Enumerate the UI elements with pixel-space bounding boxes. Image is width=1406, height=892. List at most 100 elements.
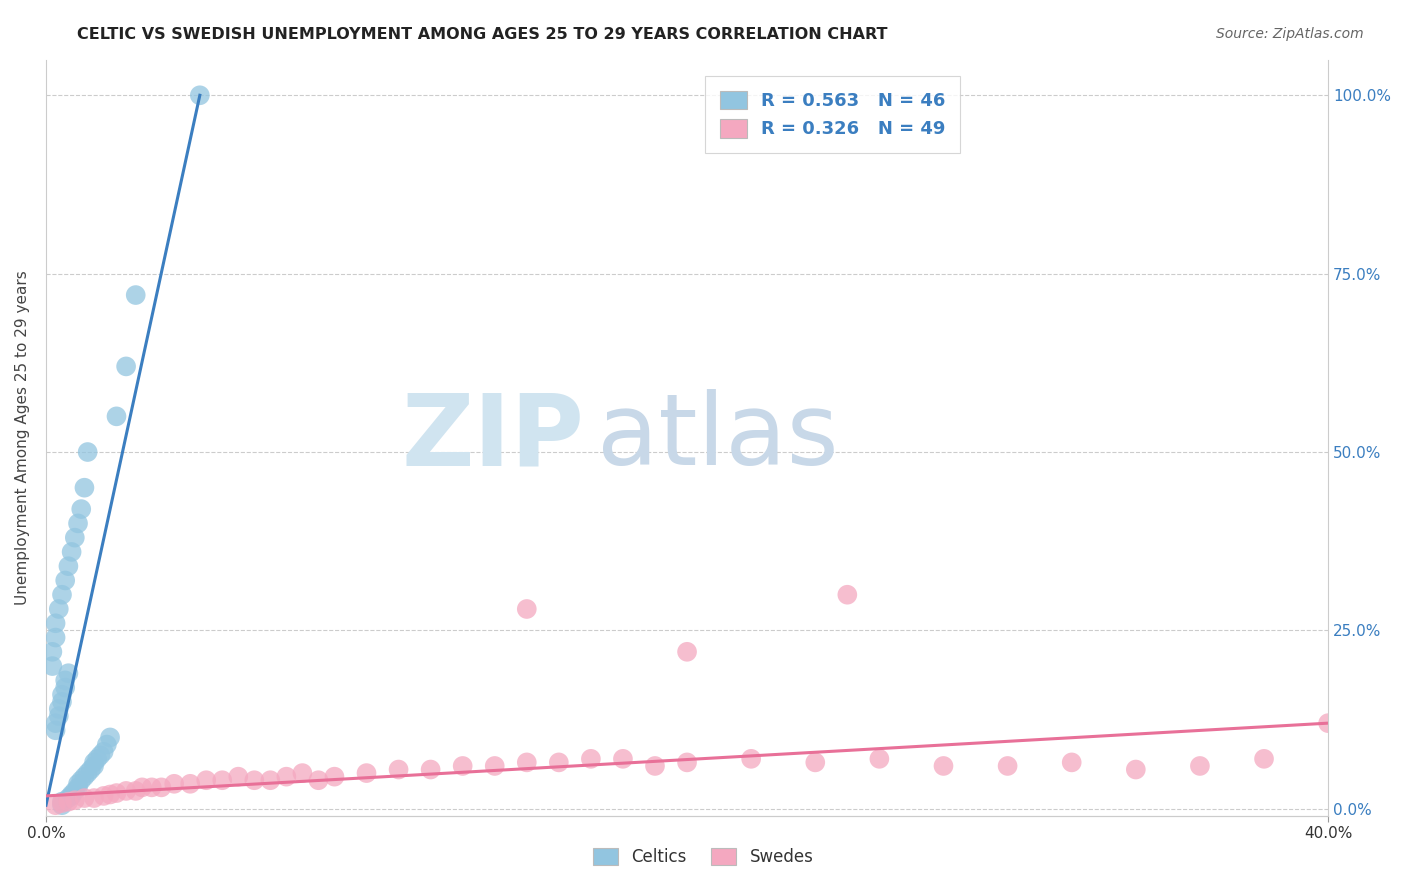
Point [837,588,859,602]
Point [96,738,118,752]
Point [150,780,173,795]
Point [1188,759,1211,773]
Point [89,748,111,763]
Text: CELTIC VS SWEDISH UNEMPLOYMENT AMONG AGES 25 TO 29 YEARS CORRELATION CHART: CELTIC VS SWEDISH UNEMPLOYMENT AMONG AGE… [77,27,887,42]
Point [259,773,281,788]
Point [211,773,233,788]
Point [1125,763,1147,777]
Point [66,780,89,795]
Point [644,759,666,773]
Point [163,777,186,791]
Point [58,666,80,681]
Point [484,759,506,773]
Point [51,688,73,702]
Point [291,766,314,780]
Point [93,789,115,803]
Point [387,763,409,777]
Point [45,631,67,645]
Point [612,752,634,766]
Point [115,359,138,374]
Point [58,795,80,809]
Point [58,791,80,805]
Point [58,559,80,574]
Point [51,795,73,809]
Point [451,759,474,773]
Point [307,773,329,788]
Point [70,773,93,788]
Point [276,770,298,784]
Y-axis label: Unemployment Among Ages 25 to 29 years: Unemployment Among Ages 25 to 29 years [15,270,30,605]
Point [45,723,67,738]
Point [93,745,115,759]
Point [41,659,63,673]
Point [60,788,83,802]
Point [179,777,201,791]
Point [73,770,96,784]
Point [419,763,441,777]
Point [125,288,148,302]
Point [105,409,128,424]
Point [1317,716,1340,731]
Point [80,763,103,777]
Text: atlas: atlas [598,389,839,486]
Point [115,784,138,798]
Point [63,793,86,807]
Point [141,780,163,795]
Point [125,784,148,798]
Legend: Celtics, Swedes: Celtics, Swedes [585,840,821,875]
Point [48,602,70,616]
Point [676,756,699,770]
Point [48,709,70,723]
Point [516,756,538,770]
Point [63,784,86,798]
Point [356,766,378,780]
Point [516,602,538,616]
Point [83,759,105,773]
Point [60,545,83,559]
Point [60,789,83,803]
Point [98,788,121,802]
Point [86,752,108,766]
Point [676,645,699,659]
Point [1253,752,1275,766]
Point [997,759,1019,773]
Point [76,766,98,780]
Point [83,791,105,805]
Point [131,780,153,795]
Point [188,88,211,103]
Point [48,702,70,716]
Point [66,516,89,531]
Point [41,645,63,659]
Point [53,574,76,588]
Point [226,770,249,784]
Point [740,752,762,766]
Point [83,756,105,770]
Point [195,773,218,788]
Point [53,681,76,695]
Text: Source: ZipAtlas.com: Source: ZipAtlas.com [1216,27,1364,41]
Point [66,777,89,791]
Point [73,481,96,495]
Point [804,756,827,770]
Point [547,756,569,770]
Point [323,770,346,784]
Point [51,796,73,810]
Point [105,786,128,800]
Point [51,588,73,602]
Point [76,445,98,459]
Point [70,502,93,516]
Point [1060,756,1083,770]
Point [45,798,67,813]
Point [45,716,67,731]
Point [868,752,890,766]
Point [51,695,73,709]
Point [579,752,602,766]
Point [98,731,121,745]
Text: ZIP: ZIP [402,389,585,486]
Point [45,616,67,631]
Point [63,531,86,545]
Legend: R = 0.563   N = 46, R = 0.326   N = 49: R = 0.563 N = 46, R = 0.326 N = 49 [706,76,960,153]
Point [243,773,266,788]
Point [73,791,96,805]
Point [51,798,73,813]
